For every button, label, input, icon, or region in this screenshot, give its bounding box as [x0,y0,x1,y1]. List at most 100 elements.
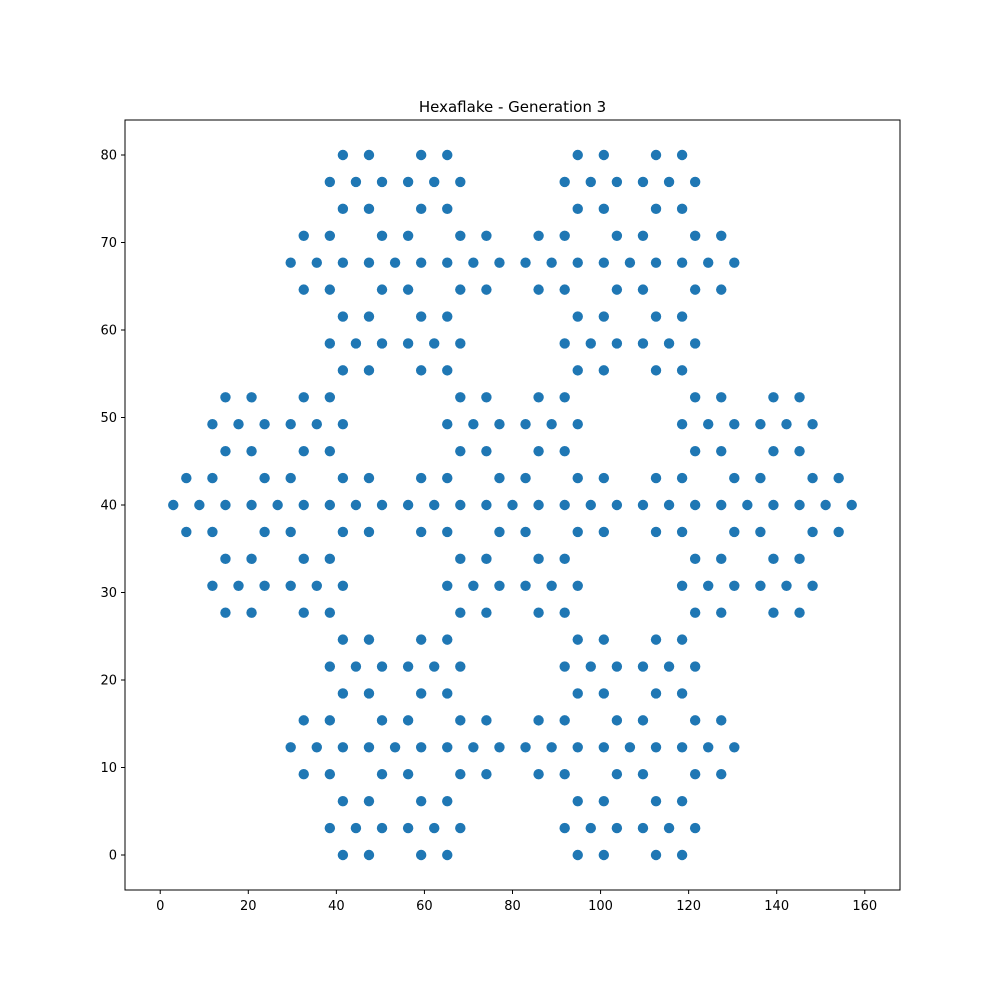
scatter-point [455,284,466,295]
scatter-point [520,742,531,753]
scatter-point [259,580,270,591]
scatter-point [442,365,453,376]
scatter-point [533,230,544,241]
scatter-point [559,769,570,780]
y-axis: 0 10 20 30 40 50 60 70 80 [100,149,125,864]
scatter-point [755,580,766,591]
scatter-point [442,472,453,484]
scatter-point [468,419,479,430]
scatter-point [689,661,701,672]
scatter-point [729,580,740,591]
scatter-point [598,795,610,807]
y-tick-label: 70 [100,236,117,251]
scatter-point [598,365,610,376]
scatter-point [207,526,218,538]
y-tick-label: 0 [109,849,117,864]
scatter-point [350,176,362,188]
scatter-point [663,176,675,188]
scatter-point [572,795,583,807]
scatter-point [337,742,349,753]
scatter-point [337,149,349,161]
scatter-point [363,849,375,861]
scatter-point [520,526,531,538]
scatter-point [676,634,688,645]
scatter-point [363,149,375,161]
scatter-point [572,311,583,322]
scatter-point [820,499,831,511]
scatter-point [689,715,701,726]
scatter-point [533,392,544,403]
scatter-point [559,661,570,672]
scatter-point [689,499,701,511]
scatter-point [415,472,427,484]
scatter-point [285,472,296,484]
scatter-point [611,176,623,188]
scatter-point [689,176,701,188]
scatter-point [703,580,714,591]
scatter-point [207,419,218,430]
scatter-point [689,284,701,295]
scatter-point [637,338,649,349]
x-axis: 0 20 40 60 80 100 120 140 160 [156,890,877,914]
scatter-point [324,230,336,241]
scatter-point [729,472,740,484]
scatter-point [402,715,414,726]
scatter-point [442,526,453,538]
scatter-point [402,230,414,241]
scatter-point [246,607,257,618]
x-tick-label: 100 [588,899,613,914]
scatter-point [481,499,492,511]
scatter-point [546,419,557,430]
scatter-point [833,526,844,538]
scatter-point [298,230,309,241]
scatter-point [572,742,583,753]
scatter-point [455,445,466,457]
scatter-point [650,742,662,753]
scatter-point [259,526,270,538]
scatter-point [363,742,375,753]
scatter-point [259,472,270,484]
scatter-point [637,230,649,241]
scatter-point [676,849,688,861]
scatter-point [716,445,727,457]
scatter-point [376,661,388,672]
scatter-point [442,580,453,591]
scatter-point [337,257,349,268]
scatter-point [376,822,388,834]
scatter-point [442,419,453,430]
scatter-point [389,742,401,753]
scatter-point [259,419,270,430]
scatter-point [363,257,375,268]
scatter-point [676,742,688,753]
scatter-point [650,149,662,161]
scatter-point [402,822,414,834]
scatter-point [324,607,336,618]
scatter-point [585,499,596,511]
scatter-point [598,634,610,645]
scatter-point [559,338,570,349]
scatter-point [468,580,479,591]
scatter-point [689,607,701,618]
scatter-point [729,419,740,430]
scatter-point [689,338,701,349]
scatter-point [598,203,610,215]
scatter-point [689,769,701,780]
x-tick-label: 140 [764,899,789,914]
scatter-point [637,715,649,726]
scatter-point [755,419,766,430]
scatter-point [311,419,322,430]
scatter-point [233,580,244,591]
scatter-point [468,742,479,753]
scatter-point [285,257,296,268]
scatter-point [181,526,192,538]
scatter-point [807,580,818,591]
scatter-point [233,419,244,430]
scatter-point [546,742,557,753]
scatter-point [324,338,336,349]
scatter-point [559,230,570,241]
scatter-point [455,661,466,672]
scatter-point [220,445,231,457]
scatter-point [337,849,349,861]
